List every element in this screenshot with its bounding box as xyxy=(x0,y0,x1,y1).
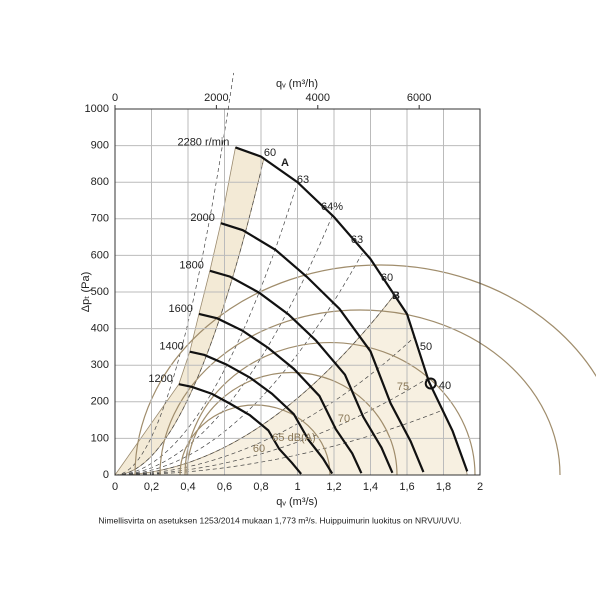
x-tick-label: 0,8 xyxy=(253,481,268,493)
x-tick-label: 0 xyxy=(112,481,118,493)
efficiency-label: 64% xyxy=(321,201,343,213)
sound-curve xyxy=(134,264,596,476)
footnote: Nimellisvirta on asetuksen 1253/2014 muk… xyxy=(98,515,461,525)
efficiency-label: 50 xyxy=(420,341,432,353)
sound-label: 70 xyxy=(338,413,350,425)
x-tick-label: 1,6 xyxy=(399,481,414,493)
sound-curve xyxy=(159,309,561,476)
speed-curve xyxy=(178,383,302,475)
efficiency-label: 40 xyxy=(439,380,451,392)
y-tick-label: 1000 xyxy=(85,103,109,115)
series-label: 1400 xyxy=(159,341,183,353)
x2-tick-label: 0 xyxy=(112,92,118,104)
sound-curve xyxy=(184,341,476,476)
speed-curve xyxy=(189,350,334,475)
x-tick-label: 2 xyxy=(477,481,483,493)
system-curve xyxy=(114,162,264,476)
y-tick-label: 800 xyxy=(91,176,109,188)
sound-label: 65 dB(A) xyxy=(272,432,315,444)
speed-curve xyxy=(198,312,363,474)
series-label: 2000 xyxy=(190,212,214,224)
sound-label: 75 xyxy=(397,381,409,393)
x-tick-label: 1 xyxy=(294,481,300,493)
x2-tick-label: 2000 xyxy=(204,92,228,104)
x-tick-label: 0,6 xyxy=(217,481,232,493)
y-axis-title: Δpₜ (Pa) xyxy=(80,272,92,313)
x-tick-label: 1,2 xyxy=(326,481,341,493)
y-tick-label: 700 xyxy=(91,213,109,225)
x-tick-label: 0,2 xyxy=(144,481,159,493)
sound-label: 60 xyxy=(253,443,265,455)
efficiency-label: 60 xyxy=(264,147,276,159)
speed-curve xyxy=(235,146,469,472)
system-curve xyxy=(114,187,297,476)
x-axis-title: qᵥ (m³/s) xyxy=(276,496,317,508)
x2-tick-label: 4000 xyxy=(306,92,330,104)
system-curve xyxy=(114,251,364,476)
system-curve xyxy=(114,378,428,476)
efficiency-label: 63 xyxy=(351,234,363,246)
sound-curve xyxy=(186,371,398,476)
decor xyxy=(114,72,596,476)
efficiency-label: 60 xyxy=(381,272,393,284)
x2-axis-title: qᵥ (m³/h) xyxy=(276,78,318,90)
operating-point xyxy=(424,377,437,390)
series-label: 1800 xyxy=(179,260,203,272)
system-curve xyxy=(114,410,442,476)
efficiency-label: A xyxy=(281,157,289,169)
x-tick-label: 1,8 xyxy=(436,481,451,493)
y-tick-label: 400 xyxy=(91,323,109,335)
efficiency-label: B xyxy=(392,290,400,302)
x2-tick-label: 6000 xyxy=(407,92,431,104)
series-label: 2280 r/min xyxy=(177,136,229,148)
y-tick-label: 500 xyxy=(91,286,109,298)
series-label: 1200 xyxy=(148,373,172,385)
y-tick-label: 600 xyxy=(91,249,109,261)
speed-curve xyxy=(209,269,394,474)
system-curve xyxy=(114,294,395,476)
y-tick-label: 300 xyxy=(91,359,109,371)
speed-curve xyxy=(220,222,425,473)
y-tick-label: 900 xyxy=(91,140,109,152)
y-tick-label: 0 xyxy=(103,469,109,481)
x-tick-label: 0,4 xyxy=(180,481,195,493)
efficiency-label: 63 xyxy=(297,174,309,186)
system-curve xyxy=(114,336,415,476)
y-tick-label: 100 xyxy=(91,432,109,444)
series-label: 1600 xyxy=(168,303,192,315)
y-tick-label: 200 xyxy=(91,396,109,408)
x-tick-label: 1,4 xyxy=(363,481,378,493)
plot-frame xyxy=(114,108,481,476)
